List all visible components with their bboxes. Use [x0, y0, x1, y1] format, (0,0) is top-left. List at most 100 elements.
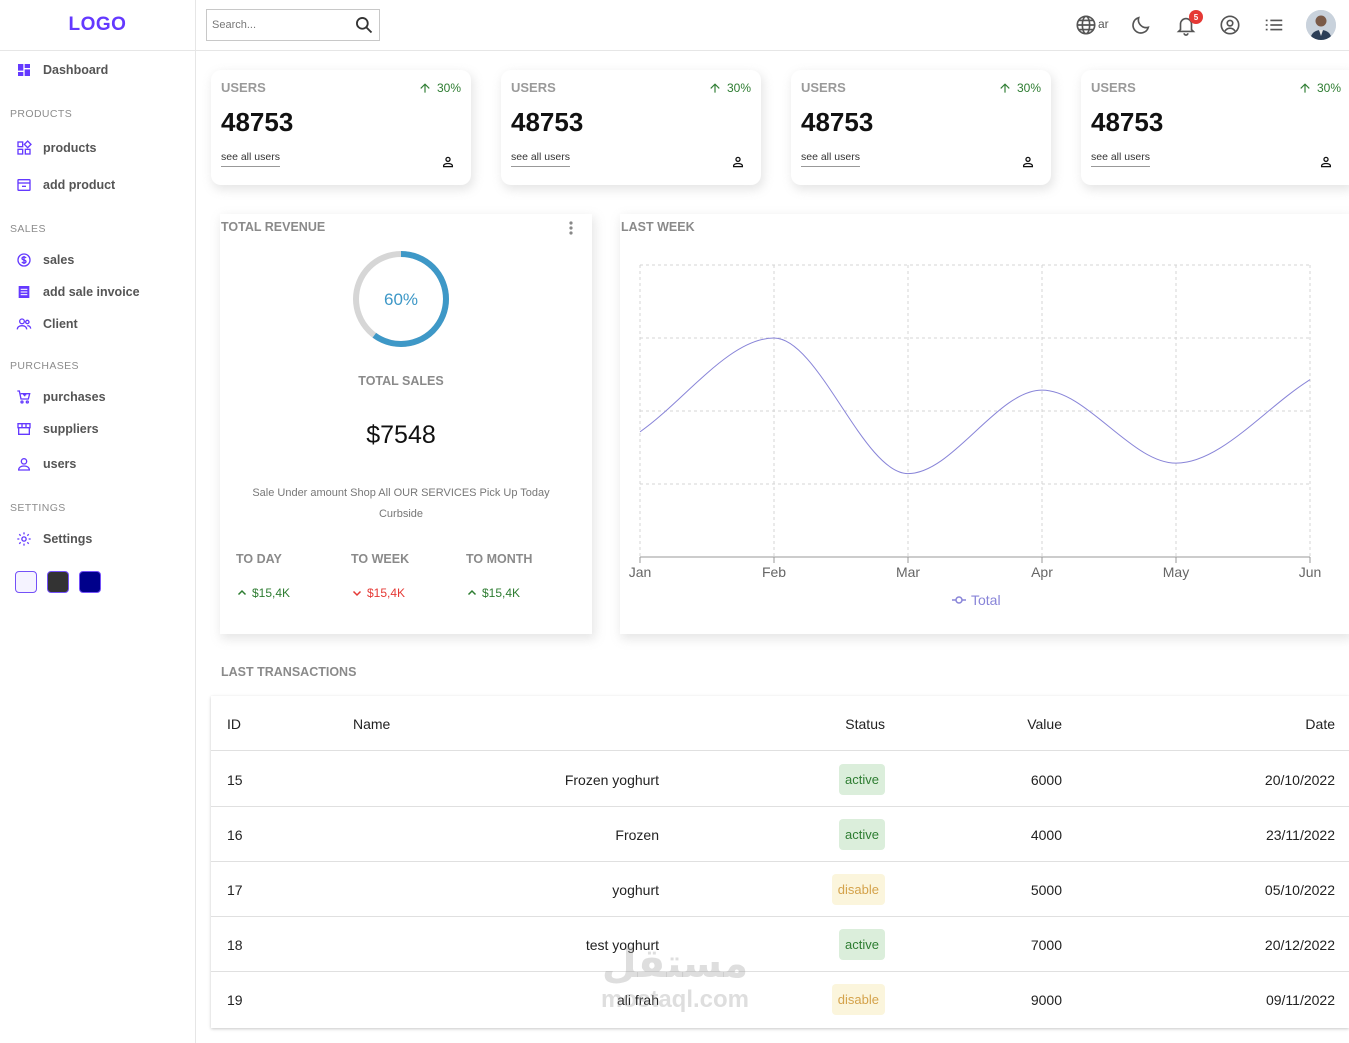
search-input[interactable]: [212, 19, 350, 31]
notification-bell-icon[interactable]: [1174, 13, 1198, 37]
card-title: TOTAL REVENUE: [221, 220, 326, 234]
x-tick-label: Feb: [762, 564, 786, 580]
column-header-name[interactable]: Name: [353, 715, 391, 732]
chevron-down-icon: [352, 590, 362, 597]
summary-value: $15,4K: [466, 586, 566, 600]
theme-blue-swatch[interactable]: [79, 571, 101, 593]
person-outline-icon[interactable]: [731, 155, 745, 169]
sidebar-item-settings[interactable]: Settings: [16, 529, 92, 549]
language-icon[interactable]: [1074, 13, 1098, 37]
summary-amount: $15,4K: [482, 586, 521, 600]
table-header-row: ID Name Status Value Date: [211, 696, 1349, 751]
total-revenue-card: TOTAL REVENUE 60% TOTAL SALES $7548 Sale…: [220, 214, 592, 634]
sidebar-item-products[interactable]: products: [16, 138, 96, 158]
summary-amount: $15,4K: [252, 586, 291, 600]
sidebar-item-label: products: [43, 141, 97, 155]
search-box: [206, 9, 380, 41]
legend-label[interactable]: Total: [971, 592, 1001, 608]
more-vert-icon[interactable]: [568, 220, 574, 236]
summary-month: TO MONTH $15,4K: [466, 552, 566, 600]
sidebar-item-sales[interactable]: sales: [16, 250, 74, 270]
cell-value: 7000: [1030, 936, 1062, 953]
person-icon: [16, 456, 32, 472]
sidebar-item-label: sales: [43, 253, 75, 267]
language-label[interactable]: ar: [1098, 17, 1109, 31]
person-outline-icon[interactable]: [1319, 155, 1333, 169]
cell-date: 05/10/2022: [1264, 881, 1335, 898]
table-row[interactable]: 16 Frozen active 4000 23/11/2022: [211, 807, 1349, 862]
summary-amount: $15,4K: [367, 586, 406, 600]
logo[interactable]: LOGO: [0, 0, 195, 51]
transactions-table: ID Name Status Value Date 15 Frozen yoghu…: [211, 696, 1349, 1028]
widget-title: USERS: [1091, 80, 1136, 95]
person-outline-icon[interactable]: [441, 155, 455, 169]
sidebar-item-label: Dashboard: [43, 63, 109, 77]
sidebar-item-add-product[interactable]: add product: [16, 175, 115, 195]
column-header-value[interactable]: Value: [1027, 715, 1062, 732]
arrow-up-icon: [1000, 83, 1010, 93]
widget-percentage-value: 30%: [436, 81, 461, 95]
summary-title: TO DAY: [236, 552, 282, 566]
x-tick-label: Mar: [896, 564, 920, 580]
theme-light-swatch[interactable]: [15, 571, 37, 593]
table-row[interactable]: 19 ali frah disable 9000 09/11/2022: [211, 972, 1349, 1027]
transactions-title: LAST TRANSACTIONS: [221, 665, 357, 679]
table-row[interactable]: 15 Frozen yoghurt active 6000 20/10/2022: [211, 752, 1349, 807]
sidebar-item-label: add sale invoice: [43, 285, 140, 299]
cell-status: disable: [831, 972, 885, 1027]
theme-dark-swatch[interactable]: [47, 571, 69, 593]
summary-title: TO MONTH: [466, 552, 533, 566]
x-tick-label: Jun: [1299, 564, 1322, 580]
section-products: PRODUCTS: [10, 108, 73, 120]
dollar-circle-icon: [16, 252, 32, 268]
sidebar-item-dashboard[interactable]: Dashboard: [16, 60, 108, 80]
see-all-users-link[interactable]: see all users: [1091, 151, 1150, 167]
cell-value: 9000: [1030, 991, 1062, 1008]
summary-value: $15,4K: [351, 586, 451, 600]
cell-name: Frozen yoghurt: [564, 771, 659, 788]
see-all-users-link[interactable]: see all users: [221, 151, 280, 167]
sidebar-item-purchases[interactable]: purchases: [16, 387, 106, 407]
sidebar-item-add-sale-invoice[interactable]: add sale invoice: [16, 282, 140, 302]
dark-mode-icon[interactable]: [1129, 13, 1153, 37]
status-badge: active: [839, 819, 885, 850]
sidebar-item-suppliers[interactable]: suppliers: [16, 419, 99, 439]
cell-name: test yoghurt: [585, 936, 659, 953]
cell-date: 09/11/2022: [1265, 991, 1335, 1008]
watermark-arabic: مستقل: [601, 942, 749, 986]
people-icon: [16, 316, 32, 332]
sales-description: Sale Under amount Shop All OUR SERVICES …: [252, 487, 550, 520]
widget-title: USERS: [801, 80, 846, 95]
cell-name: yoghurt: [612, 881, 659, 898]
x-tick-label: May: [1163, 564, 1189, 580]
section-settings: SETTINGS: [10, 502, 66, 514]
column-header-status[interactable]: Status: [845, 715, 885, 732]
cell-status: active: [839, 752, 885, 807]
person-outline-icon[interactable]: [1021, 155, 1035, 169]
chart-title: LAST WEEK: [621, 220, 695, 234]
legend-marker: [955, 596, 963, 604]
chevron-up-icon: [467, 589, 477, 596]
invoice-icon: [16, 284, 32, 300]
list-icon[interactable]: [1262, 13, 1286, 37]
widget-users: USERS 48753 see all users 30%: [1081, 70, 1349, 185]
cell-id: 18: [227, 936, 243, 953]
column-header-date[interactable]: Date: [1305, 715, 1335, 732]
see-all-users-link[interactable]: see all users: [801, 151, 860, 167]
column-header-id[interactable]: ID: [227, 715, 241, 732]
products-icon: [16, 140, 32, 156]
cell-status: active: [839, 807, 885, 862]
account-circle-icon[interactable]: [1218, 13, 1242, 37]
search-icon[interactable]: [354, 15, 374, 35]
see-all-users-link[interactable]: see all users: [511, 151, 570, 167]
sidebar-item-users[interactable]: users: [16, 454, 76, 474]
cell-status: disable: [831, 862, 885, 917]
table-row[interactable]: 18 test yoghurt active 7000 20/12/2022: [211, 917, 1349, 972]
sidebar-item-label: users: [43, 457, 77, 471]
avatar[interactable]: [1306, 10, 1336, 40]
cell-date: 20/12/2022: [1264, 936, 1335, 953]
x-tick-label: Apr: [1031, 564, 1053, 580]
table-row[interactable]: 17 yoghurt disable 5000 05/10/2022: [211, 862, 1349, 917]
cell-id: 15: [227, 771, 243, 788]
sidebar-item-client[interactable]: Client: [16, 314, 78, 334]
